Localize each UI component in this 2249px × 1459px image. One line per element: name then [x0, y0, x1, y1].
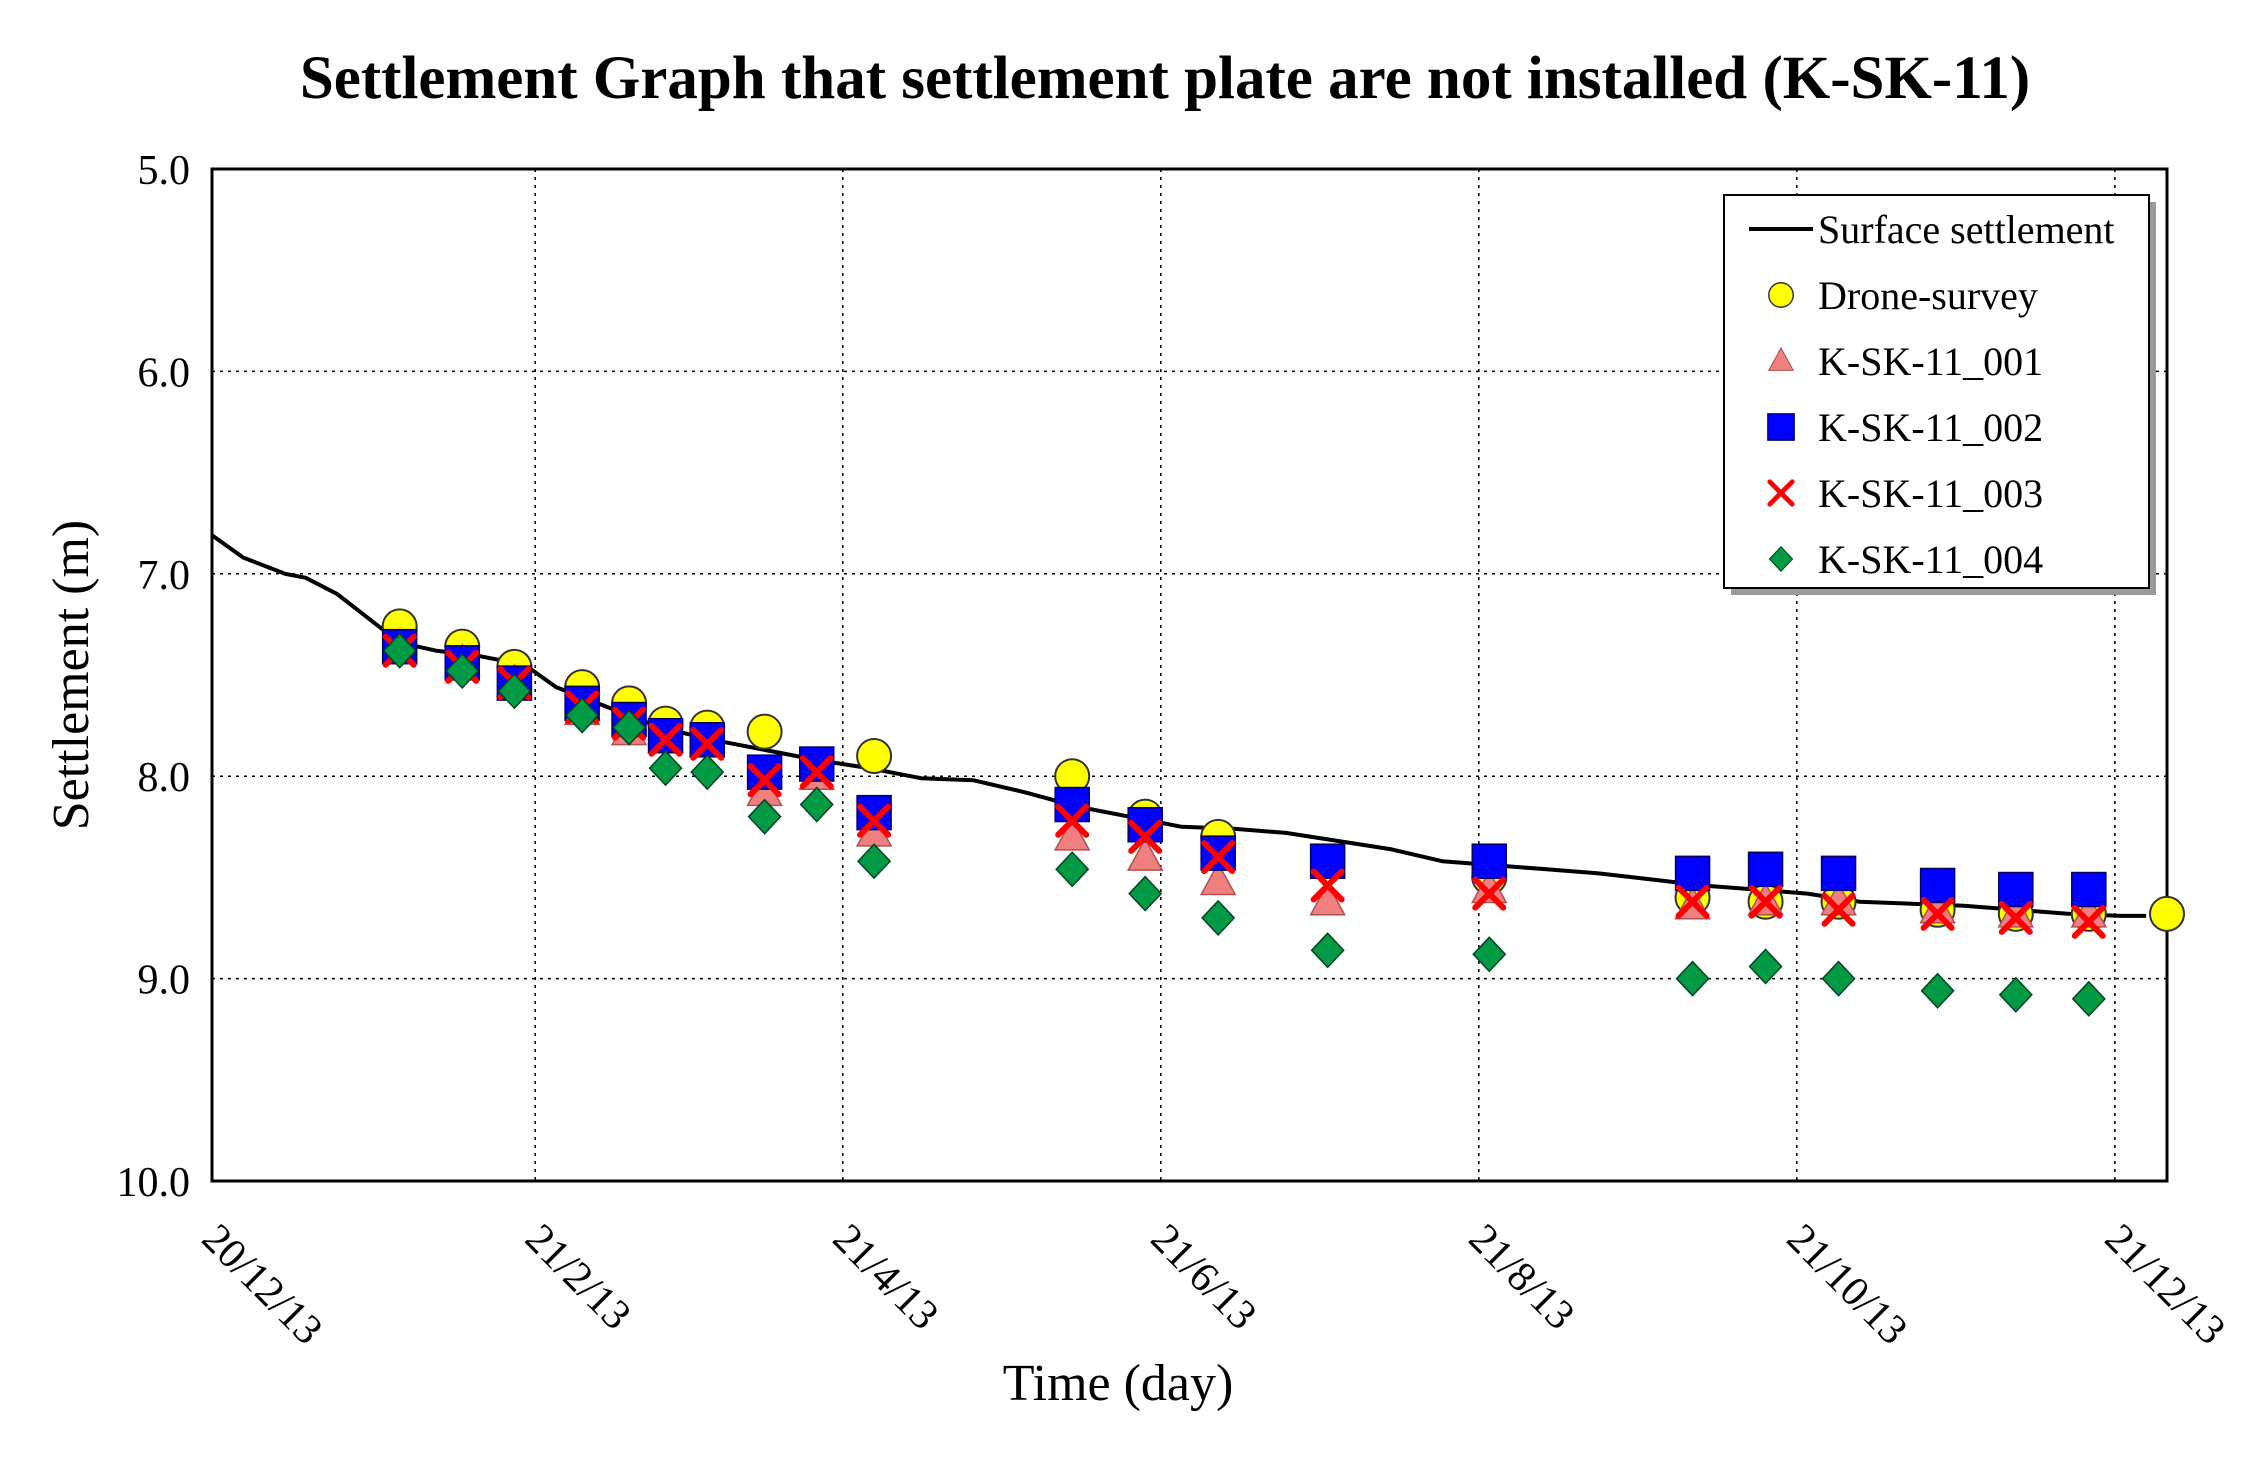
data-point-k-sk-11-004	[1310, 932, 1345, 969]
y-tick-label: 6.0	[138, 350, 191, 396]
legend-label-drone-survey: Drone-survey	[1818, 273, 2038, 318]
data-point-k-sk-11-001	[1126, 837, 1164, 871]
line-series-layer	[210, 533, 2147, 918]
series-line-surface-settlement	[210, 533, 2147, 918]
data-point-k-sk-11-004	[497, 673, 532, 710]
data-point-k-sk-11-003	[1920, 896, 1955, 931]
data-point-k-sk-11-004	[747, 798, 782, 835]
data-point-k-sk-11-004	[612, 709, 647, 746]
data-point-k-sk-11-004	[1748, 948, 1783, 985]
y-axis-label: Settlement (m)	[43, 520, 100, 830]
data-point-k-sk-11-003	[799, 755, 834, 790]
legend: Surface settlement Drone-survey K-SK-11_00…	[1723, 194, 2156, 595]
data-point-k-sk-11-004	[857, 843, 892, 880]
legend-marker-drone-survey	[1768, 282, 1794, 308]
data-point-k-sk-11-003	[1472, 876, 1507, 911]
x-tick-label: 21/4/13	[824, 1216, 947, 1339]
data-point-k-sk-11-002	[1747, 851, 1784, 888]
data-point-k-sk-11-004	[1055, 851, 1090, 888]
x-tick-label: 21/6/13	[1142, 1216, 1265, 1339]
data-point-k-sk-11-002	[1674, 855, 1711, 892]
data-point-k-sk-11-001	[1309, 882, 1346, 916]
data-point-k-sk-11-003	[1821, 892, 1856, 927]
data-point-k-sk-11-001	[1199, 861, 1237, 896]
y-tick-label: 7.0	[138, 553, 191, 599]
data-point-k-sk-11-004	[1821, 960, 1856, 997]
data-point-k-sk-11-004	[799, 786, 834, 823]
y-tick-label: 5.0	[138, 148, 191, 194]
data-point-k-sk-11-003	[1055, 803, 1090, 838]
data-point-k-sk-11-002	[1471, 843, 1508, 879]
data-point-k-sk-11-004	[1675, 960, 1710, 997]
x-axis-label: Time (day)	[1003, 1355, 1234, 1412]
x-tick-label: 21/2/13	[516, 1216, 639, 1339]
legend-swatch-k-sk-11-002	[1767, 413, 1795, 441]
data-point-k-sk-11-004	[1920, 972, 1955, 1009]
legend-label-surface-settlement: Surface settlement	[1818, 207, 2115, 252]
data-point-k-sk-11-002	[1998, 871, 2034, 908]
data-point-k-sk-11-004	[648, 750, 683, 787]
data-point-drone-survey	[746, 713, 783, 750]
legend-swatch-k-sk-11-003	[1767, 479, 1795, 507]
series-k-sk-11-004	[382, 632, 2106, 1017]
legend-label-k-sk-11-003: K-SK-11_003	[1818, 471, 2043, 516]
x-tick-label: 21/10/13	[1778, 1216, 1916, 1354]
legend-items: Surface settlement Drone-survey K-SK-11_00…	[1749, 207, 2115, 582]
legend-marker-k-sk-11-002	[1767, 413, 1795, 441]
data-point-k-sk-11-004	[1998, 976, 2033, 1013]
legend-marker-k-sk-11-003	[1767, 479, 1795, 507]
x-tick-label: 21/8/13	[1460, 1216, 1583, 1339]
legend-marker-k-sk-11-001	[1767, 346, 1795, 371]
x-tick-label: 20/12/13	[193, 1216, 331, 1354]
data-point-k-sk-11-003	[648, 722, 683, 757]
data-point-k-sk-11-002	[2071, 871, 2107, 908]
data-point-k-sk-11-003	[1675, 884, 1710, 919]
chart-title: Settlement Graph that settlement plate a…	[300, 45, 2030, 112]
data-point-k-sk-11-003	[747, 763, 782, 798]
data-point-k-sk-11-003	[690, 726, 725, 761]
legend-swatch-k-sk-11-001	[1767, 346, 1795, 371]
y-axis-ticks: 5.0 6.0 7.0 8.0 9.0 10.0	[117, 148, 191, 1206]
y-tick-label: 8.0	[138, 755, 191, 801]
legend-swatch-k-sk-11-004	[1768, 545, 1794, 573]
data-point-k-sk-11-004	[2071, 980, 2106, 1017]
data-point-k-sk-11-002	[1820, 855, 1857, 892]
data-point-k-sk-11-003	[2071, 904, 2106, 939]
legend-label-k-sk-11-004: K-SK-11_004	[1818, 537, 2043, 582]
data-point-k-sk-11-004	[1201, 899, 1236, 936]
legend-label-k-sk-11-002: K-SK-11_002	[1818, 405, 2043, 450]
data-point-k-sk-11-004	[1472, 936, 1507, 973]
legend-box	[1723, 194, 2150, 589]
data-point-k-sk-11-004	[1128, 875, 1163, 912]
data-point-k-sk-11-004	[690, 754, 725, 791]
data-point-k-sk-11-002	[1919, 867, 1956, 904]
marker-series-layer	[381, 608, 2185, 1017]
data-point-k-sk-11-003	[1998, 900, 2033, 935]
data-point-k-sk-11-003	[1748, 884, 1783, 919]
x-axis-ticks: 20/12/13 21/2/13 21/4/13 21/6/13 21/8/13 21/1…	[193, 1216, 2234, 1354]
data-point-k-sk-11-003	[857, 803, 892, 838]
series-k-sk-11-002	[381, 628, 2107, 908]
legend-swatch-drone-survey	[1768, 282, 1794, 308]
data-point-k-sk-11-004	[445, 652, 480, 690]
data-point-k-sk-11-003	[1310, 868, 1345, 903]
y-tick-label: 9.0	[138, 958, 191, 1004]
legend-marker-k-sk-11-004	[1768, 545, 1794, 573]
data-point-drone-survey	[2149, 895, 2185, 932]
data-point-drone-survey	[856, 737, 893, 774]
data-point-k-sk-11-003	[1201, 840, 1236, 875]
data-point-k-sk-11-004	[382, 632, 417, 669]
legend-label-k-sk-11-001: K-SK-11_001	[1818, 339, 2043, 384]
data-point-k-sk-11-004	[565, 697, 600, 734]
data-point-k-sk-11-003	[1128, 819, 1163, 854]
data-point-k-sk-11-001	[1053, 817, 1091, 851]
plot-frame	[210, 167, 2169, 1183]
y-tick-label: 10.0	[117, 1160, 191, 1206]
x-tick-label: 21/12/13	[2096, 1216, 2234, 1354]
data-point-k-sk-11-002	[1054, 786, 1090, 823]
